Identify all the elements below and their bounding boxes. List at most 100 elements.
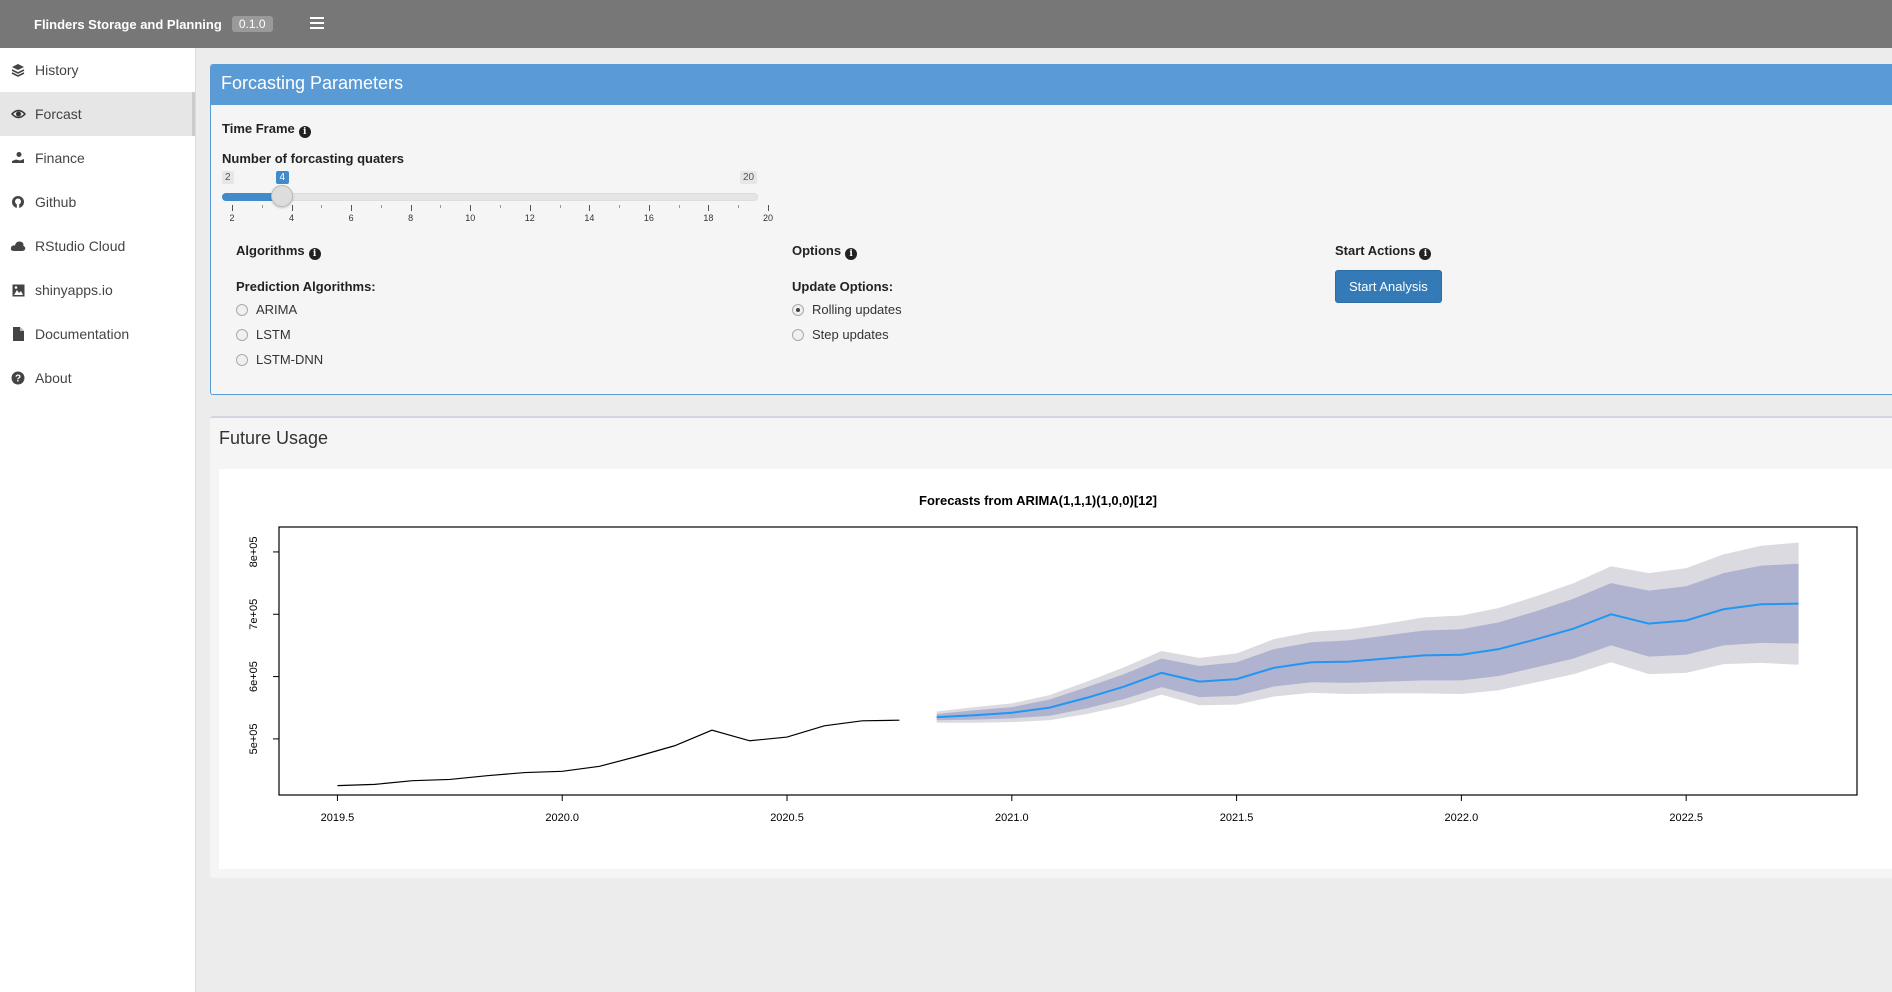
info-icon[interactable]: i (298, 126, 311, 138)
slider-ticks: 2 4 6 8 10 12 14 16 18 20 (222, 205, 773, 231)
options-heading-text: Options (792, 243, 842, 258)
slider-tick (500, 205, 501, 208)
sidebar-item-label: About (35, 370, 72, 386)
slider-tick (738, 205, 740, 208)
slider-tick (351, 205, 353, 211)
slider-tick (559, 205, 561, 208)
radio-label: ARIMA (256, 302, 298, 317)
slider-tick (589, 205, 591, 211)
slider-tick (440, 205, 442, 208)
logo[interactable]: Flinders Storage and Planning 0.1.0 (0, 0, 290, 48)
slider-tick (410, 205, 412, 211)
radio-arima[interactable]: ARIMA (236, 300, 376, 319)
slider-max-label: 20 (740, 171, 758, 184)
x-tick-label: 2020.5 (770, 812, 804, 824)
slider-tick-label: 2 (229, 213, 235, 223)
hamburger-icon[interactable] (308, 14, 326, 32)
options-column: Options i Update Options: Rolling updates… (792, 243, 902, 344)
sidebar-item-label: Github (35, 194, 77, 210)
sidebar-item-label: Documentation (35, 326, 130, 342)
slider-track[interactable] (222, 193, 758, 201)
update-options-label: Update Options: (792, 279, 894, 294)
prediction-algorithms-label: Prediction Algorithms: (236, 279, 376, 294)
slider-handle[interactable] (270, 185, 293, 207)
slider-tick (232, 205, 233, 211)
forecast-plot: Forecasts from ARIMA(1,1,1)(1,0,0)[12] 20… (219, 469, 1892, 869)
forecast-quarters-slider[interactable]: 2 20 4 2 4 6 8 10 12 14 16 18 20 (222, 169, 773, 231)
x-tick-label: 2022.5 (1669, 812, 1703, 824)
time-frame-label: Time Frame i (222, 121, 311, 138)
algorithms-column: Algorithms i Prediction Algorithms: ARIMA… (236, 243, 376, 369)
forecast-line (936, 602, 1799, 719)
slider-tick (291, 205, 293, 211)
sidebar-item-github[interactable]: Github (0, 180, 195, 224)
radio-lstm[interactable]: LSTM (236, 325, 376, 344)
start-analysis-button[interactable]: Start Analysis (1335, 270, 1442, 303)
start-actions-heading-text: Start Actions (1335, 243, 1416, 258)
slider-tick (380, 205, 382, 208)
version-badge: 0.1.0 (231, 16, 273, 32)
info-icon[interactable]: i (1419, 248, 1432, 260)
sidebar-item-documentation[interactable]: Documentation (0, 312, 195, 356)
x-tick-label: 2020.0 (545, 812, 579, 824)
radio-label: Step updates (812, 327, 889, 342)
sidebar-item-history[interactable]: History (0, 48, 195, 92)
slider-tick-label: 6 (348, 213, 354, 223)
slider-min-label: 2 (222, 171, 234, 184)
slider-tick-label: 20 (762, 213, 774, 223)
image-icon (10, 282, 26, 298)
slider-tick (708, 205, 710, 211)
sidebar-item-rstudio-cloud[interactable]: RStudio Cloud (0, 224, 195, 268)
slider-tick (470, 205, 472, 211)
sidebar-item-shinyapps[interactable]: shinyapps.io (0, 268, 195, 312)
slider-label: Number of forcasting quaters (222, 151, 405, 166)
slider-tick (529, 205, 531, 211)
slider-tick (678, 205, 680, 208)
radio-button[interactable] (236, 303, 248, 316)
algorithms-heading: Algorithms i (236, 243, 376, 260)
slider-tick (768, 205, 769, 211)
forecast-chart: Forecasts from ARIMA(1,1,1)(1,0,0)[12] 20… (248, 493, 1858, 824)
slider-tick-label: 16 (643, 213, 654, 223)
radio-button[interactable] (792, 328, 804, 341)
radio-rolling-updates[interactable]: Rolling updates (792, 300, 902, 319)
x-tick-label: 2021.5 (1220, 812, 1254, 824)
slider-tick-label: 12 (524, 213, 535, 223)
slider-fill (222, 193, 282, 201)
radio-button[interactable] (236, 353, 248, 366)
question-icon: ? (10, 370, 26, 386)
radio-button[interactable] (236, 328, 248, 341)
sidebar-item-label: Forcast (35, 106, 82, 122)
slider-tick (619, 205, 621, 208)
algorithms-heading-text: Algorithms (236, 243, 305, 258)
future-usage-title: Future Usage (219, 428, 329, 448)
sidebar-item-label: History (35, 62, 79, 78)
box-title: Forcasting Parameters (211, 65, 1892, 105)
chart-title: Forecasts from ARIMA(1,1,1)(1,0,0)[12] (919, 493, 1157, 508)
radio-label: LSTM (256, 327, 291, 342)
sidebar-item-label: RStudio Cloud (35, 238, 126, 254)
sidebar-item-about[interactable]: ? About (0, 356, 195, 400)
sidebar-item-finance[interactable]: Finance (0, 136, 195, 180)
slider-tick-label: 4 (289, 213, 295, 223)
sidebar-item-label: shinyapps.io (35, 282, 113, 298)
info-icon[interactable]: i (308, 248, 321, 260)
time-frame-text: Time Frame (222, 121, 295, 136)
plot-frame (278, 526, 1858, 796)
x-tick-label: 2022.0 (1445, 812, 1479, 824)
slider-tick-label: 18 (703, 213, 714, 223)
options-heading: Options i (792, 243, 902, 260)
y-tick-label: 8e+05 (248, 536, 260, 567)
info-icon[interactable]: i (845, 248, 858, 260)
slider-tick-label: 14 (584, 213, 595, 223)
x-tick-label: 2019.5 (321, 812, 355, 824)
radio-step-updates[interactable]: Step updates (792, 325, 902, 344)
forecasting-parameters-box: Forcasting Parameters Time Frame i Number… (210, 64, 1892, 395)
sidebar-item-forcast[interactable]: Forcast (0, 92, 195, 136)
radio-button[interactable] (792, 303, 804, 316)
radio-lstm-dnn[interactable]: LSTM-DNN (236, 350, 376, 369)
slider-tick (261, 205, 263, 208)
eye-icon (10, 106, 26, 122)
layers-icon (10, 62, 26, 78)
radio-label: LSTM-DNN (256, 352, 324, 367)
